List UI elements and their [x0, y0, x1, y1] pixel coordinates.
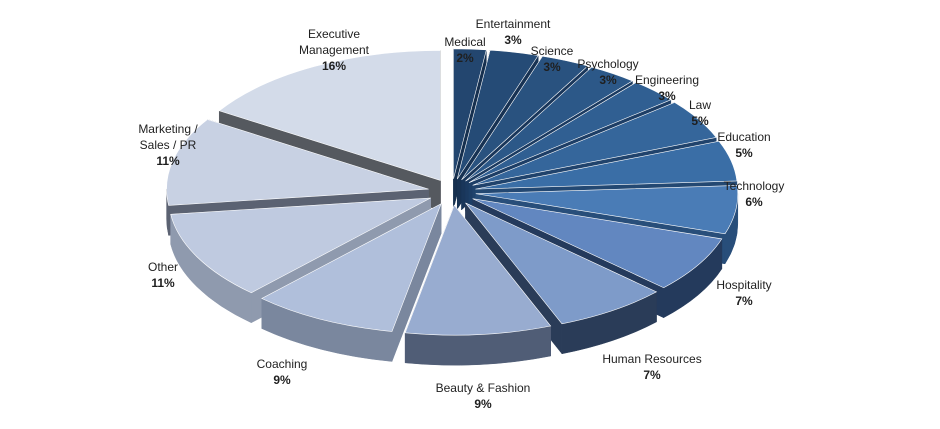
- slice-top: [218, 50, 441, 181]
- slice-top: [404, 204, 552, 336]
- data-label-value: 9%: [474, 397, 492, 411]
- data-label-name: Human Resources: [602, 352, 701, 366]
- data-label: Beauty & Fashion 9%: [436, 381, 531, 411]
- data-label: Technology 6%: [724, 179, 785, 209]
- slice-top: [465, 202, 658, 325]
- data-label-value: 2%: [456, 51, 474, 65]
- slice-top: [475, 140, 738, 190]
- data-label-value: 7%: [643, 368, 661, 382]
- data-label-value: 5%: [691, 114, 709, 128]
- data-label: Science 3%: [531, 44, 574, 74]
- data-label: Hospitality 7%: [716, 278, 771, 308]
- data-label: Coaching 9%: [257, 357, 308, 387]
- data-label: Marketing / Sales / PR 11%: [138, 122, 198, 168]
- data-label-value: 5%: [735, 146, 753, 160]
- data-label-value: 11%: [151, 276, 175, 290]
- slice-top: [170, 197, 431, 294]
- slice-top: [475, 185, 739, 235]
- data-label-name: Sales / PR: [140, 138, 197, 152]
- data-label-value: 16%: [322, 59, 346, 73]
- data-label-name: Hospitality: [716, 278, 771, 292]
- slice-top: [456, 49, 539, 180]
- data-label: Law 5%: [689, 98, 711, 128]
- data-label: Education 5%: [717, 130, 770, 160]
- data-label-name: Executive: [308, 27, 360, 41]
- slice-top: [465, 66, 634, 182]
- data-label: Executive Management 16%: [299, 27, 370, 73]
- slice-beauty-fashion: [404, 204, 552, 366]
- data-label-name: Medical: [444, 35, 485, 49]
- data-label: Psychology 3%: [577, 57, 638, 87]
- slice-top: [461, 55, 589, 181]
- data-label-name: Education: [717, 130, 770, 144]
- data-label-name: Marketing /: [138, 122, 198, 136]
- data-label-name: Other: [148, 260, 178, 274]
- data-label-name: Psychology: [577, 57, 638, 71]
- slice-top: [166, 119, 429, 206]
- data-label-value: 3%: [658, 89, 676, 103]
- data-label-value: 3%: [543, 60, 561, 74]
- slice-top: [261, 203, 442, 332]
- pie-labels: Medical 2%Entertainment 3%Science 3% Psychol…: [138, 17, 784, 411]
- data-label-name: Technology: [724, 179, 785, 193]
- slice-top: [472, 102, 717, 186]
- data-label-name: Entertainment: [476, 17, 551, 31]
- data-label-name: Engineering: [635, 73, 699, 87]
- data-label-name: Coaching: [257, 357, 308, 371]
- data-label-value: 11%: [156, 154, 180, 168]
- data-label-value: 9%: [273, 373, 291, 387]
- data-label: Entertainment 3%: [476, 17, 551, 47]
- data-label: Human Resources 7%: [602, 352, 701, 382]
- data-label-value: 3%: [599, 73, 617, 87]
- slice-top: [468, 82, 672, 183]
- pie-slices: [166, 48, 739, 366]
- data-label-name: Management: [299, 43, 370, 57]
- slice-coaching: [261, 203, 442, 362]
- data-label-name: Beauty & Fashion: [436, 381, 531, 395]
- data-label-value: 6%: [745, 195, 763, 209]
- data-label: Engineering 3%: [635, 73, 699, 103]
- slice-top: [453, 48, 487, 179]
- slice-top: [472, 198, 723, 289]
- data-label: Other 11%: [148, 260, 178, 290]
- data-label-name: Science: [531, 44, 574, 58]
- data-label-value: 7%: [735, 294, 753, 308]
- data-label-value: 3%: [504, 33, 522, 47]
- data-label-name: Law: [689, 98, 711, 112]
- data-label: Medical 2%: [444, 35, 485, 65]
